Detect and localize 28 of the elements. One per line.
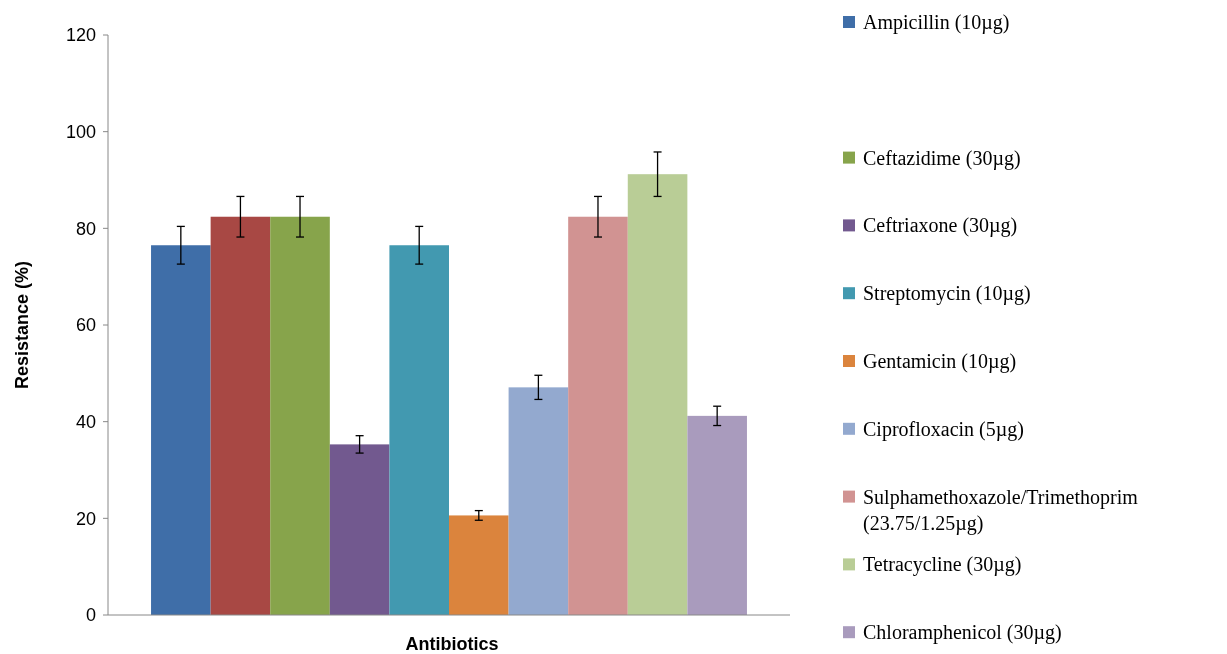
- y-tick-label: 20: [75, 508, 96, 529]
- legend-label: Tetracycline (30µg): [863, 553, 1022, 577]
- bar: [627, 174, 688, 615]
- legend-label: Streptomycin (10µg): [863, 282, 1031, 306]
- legend-label: Ampicillin (10µg): [863, 11, 1010, 34]
- legend-label: Ciprofloxacin (5µg): [863, 417, 1024, 441]
- legend-label: Sulphamethoxazole/Trimethoprim (23.75/1.25µg): [863, 485, 1139, 535]
- x-axis-title: Antibiotics: [405, 634, 499, 654]
- legend-label: Ceftazidime (30µg): [863, 146, 1021, 170]
- legend-label: Chloramphenicol (30µg): [863, 621, 1062, 645]
- legend-label: Gentamicin (10µg): [863, 350, 1017, 373]
- y-axis-title: Resistance (%): [12, 260, 32, 390]
- y-tick-label: 0: [85, 605, 96, 626]
- bar: [329, 444, 390, 615]
- y-tick-label: 60: [75, 315, 96, 336]
- bar: [151, 245, 211, 615]
- y-tick-label: 100: [65, 121, 96, 142]
- bar: [568, 216, 628, 615]
- y-tick-label: 120: [65, 25, 96, 46]
- y-tick-label: 80: [75, 218, 96, 239]
- bar: [270, 216, 330, 615]
- bar: [389, 245, 449, 615]
- bar: [687, 415, 747, 615]
- bar: [210, 216, 271, 615]
- bar: [449, 515, 509, 615]
- bar: [508, 387, 569, 615]
- legend-label: Ceftriaxone (30µg): [863, 214, 1018, 238]
- y-tick-label: 40: [75, 411, 96, 432]
